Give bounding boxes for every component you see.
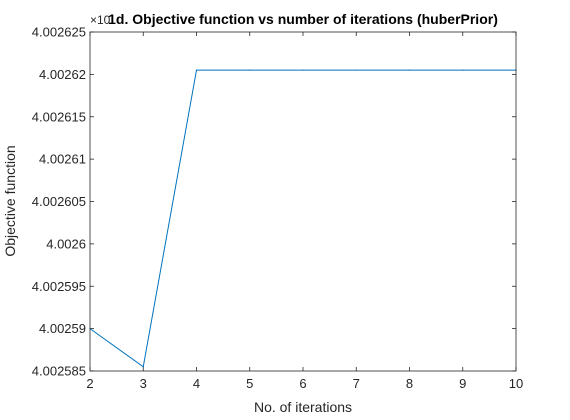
plot-frame (89, 31, 517, 372)
y-exponent-label: ×10 (90, 13, 111, 27)
y-axis-label: Objective function (2, 145, 18, 256)
x-tick-label: 9 (459, 376, 466, 391)
data-point (142, 366, 144, 368)
y-tick-label: 4.002595 (32, 279, 86, 294)
y-tick-label: 4.00261 (39, 152, 86, 167)
x-tick-label: 5 (246, 376, 253, 391)
y-tick-label: 4.002625 (32, 25, 86, 40)
chart-title: 1d. Objective function vs number of iter… (108, 11, 498, 27)
y-tick-label: 4.00259 (39, 321, 86, 336)
x-axis-label: No. of iterations (254, 399, 352, 415)
y-tick-label: 4.002585 (32, 364, 86, 379)
data-point (462, 69, 464, 71)
x-tick-label: 6 (299, 376, 306, 391)
x-tick-label: 2 (86, 376, 93, 391)
data-point (355, 69, 357, 71)
data-point (408, 69, 411, 71)
y-tick-label: 4.00262 (39, 67, 86, 82)
data-point (249, 69, 251, 71)
x-tick-label: 8 (406, 376, 413, 391)
x-tick-label: 7 (353, 376, 360, 391)
y-tick-label: 4.002605 (32, 194, 86, 209)
x-tick-label: 4 (193, 376, 200, 391)
plot-area (90, 32, 516, 371)
data-point (195, 69, 198, 71)
y-tick-label: 4.0026 (46, 236, 86, 251)
y-tick-label: 4.002615 (32, 109, 86, 124)
x-axis-ticks: 2 3 4 5 6 7 8 9 10 (86, 32, 523, 391)
x-tick-label: 10 (509, 376, 523, 391)
x-tick-label: 3 (140, 376, 147, 391)
y-axis-ticks: 4.002585 4.00259 4.002595 4.0026 4.002605 4.0… (32, 25, 516, 379)
data-point (302, 69, 304, 71)
